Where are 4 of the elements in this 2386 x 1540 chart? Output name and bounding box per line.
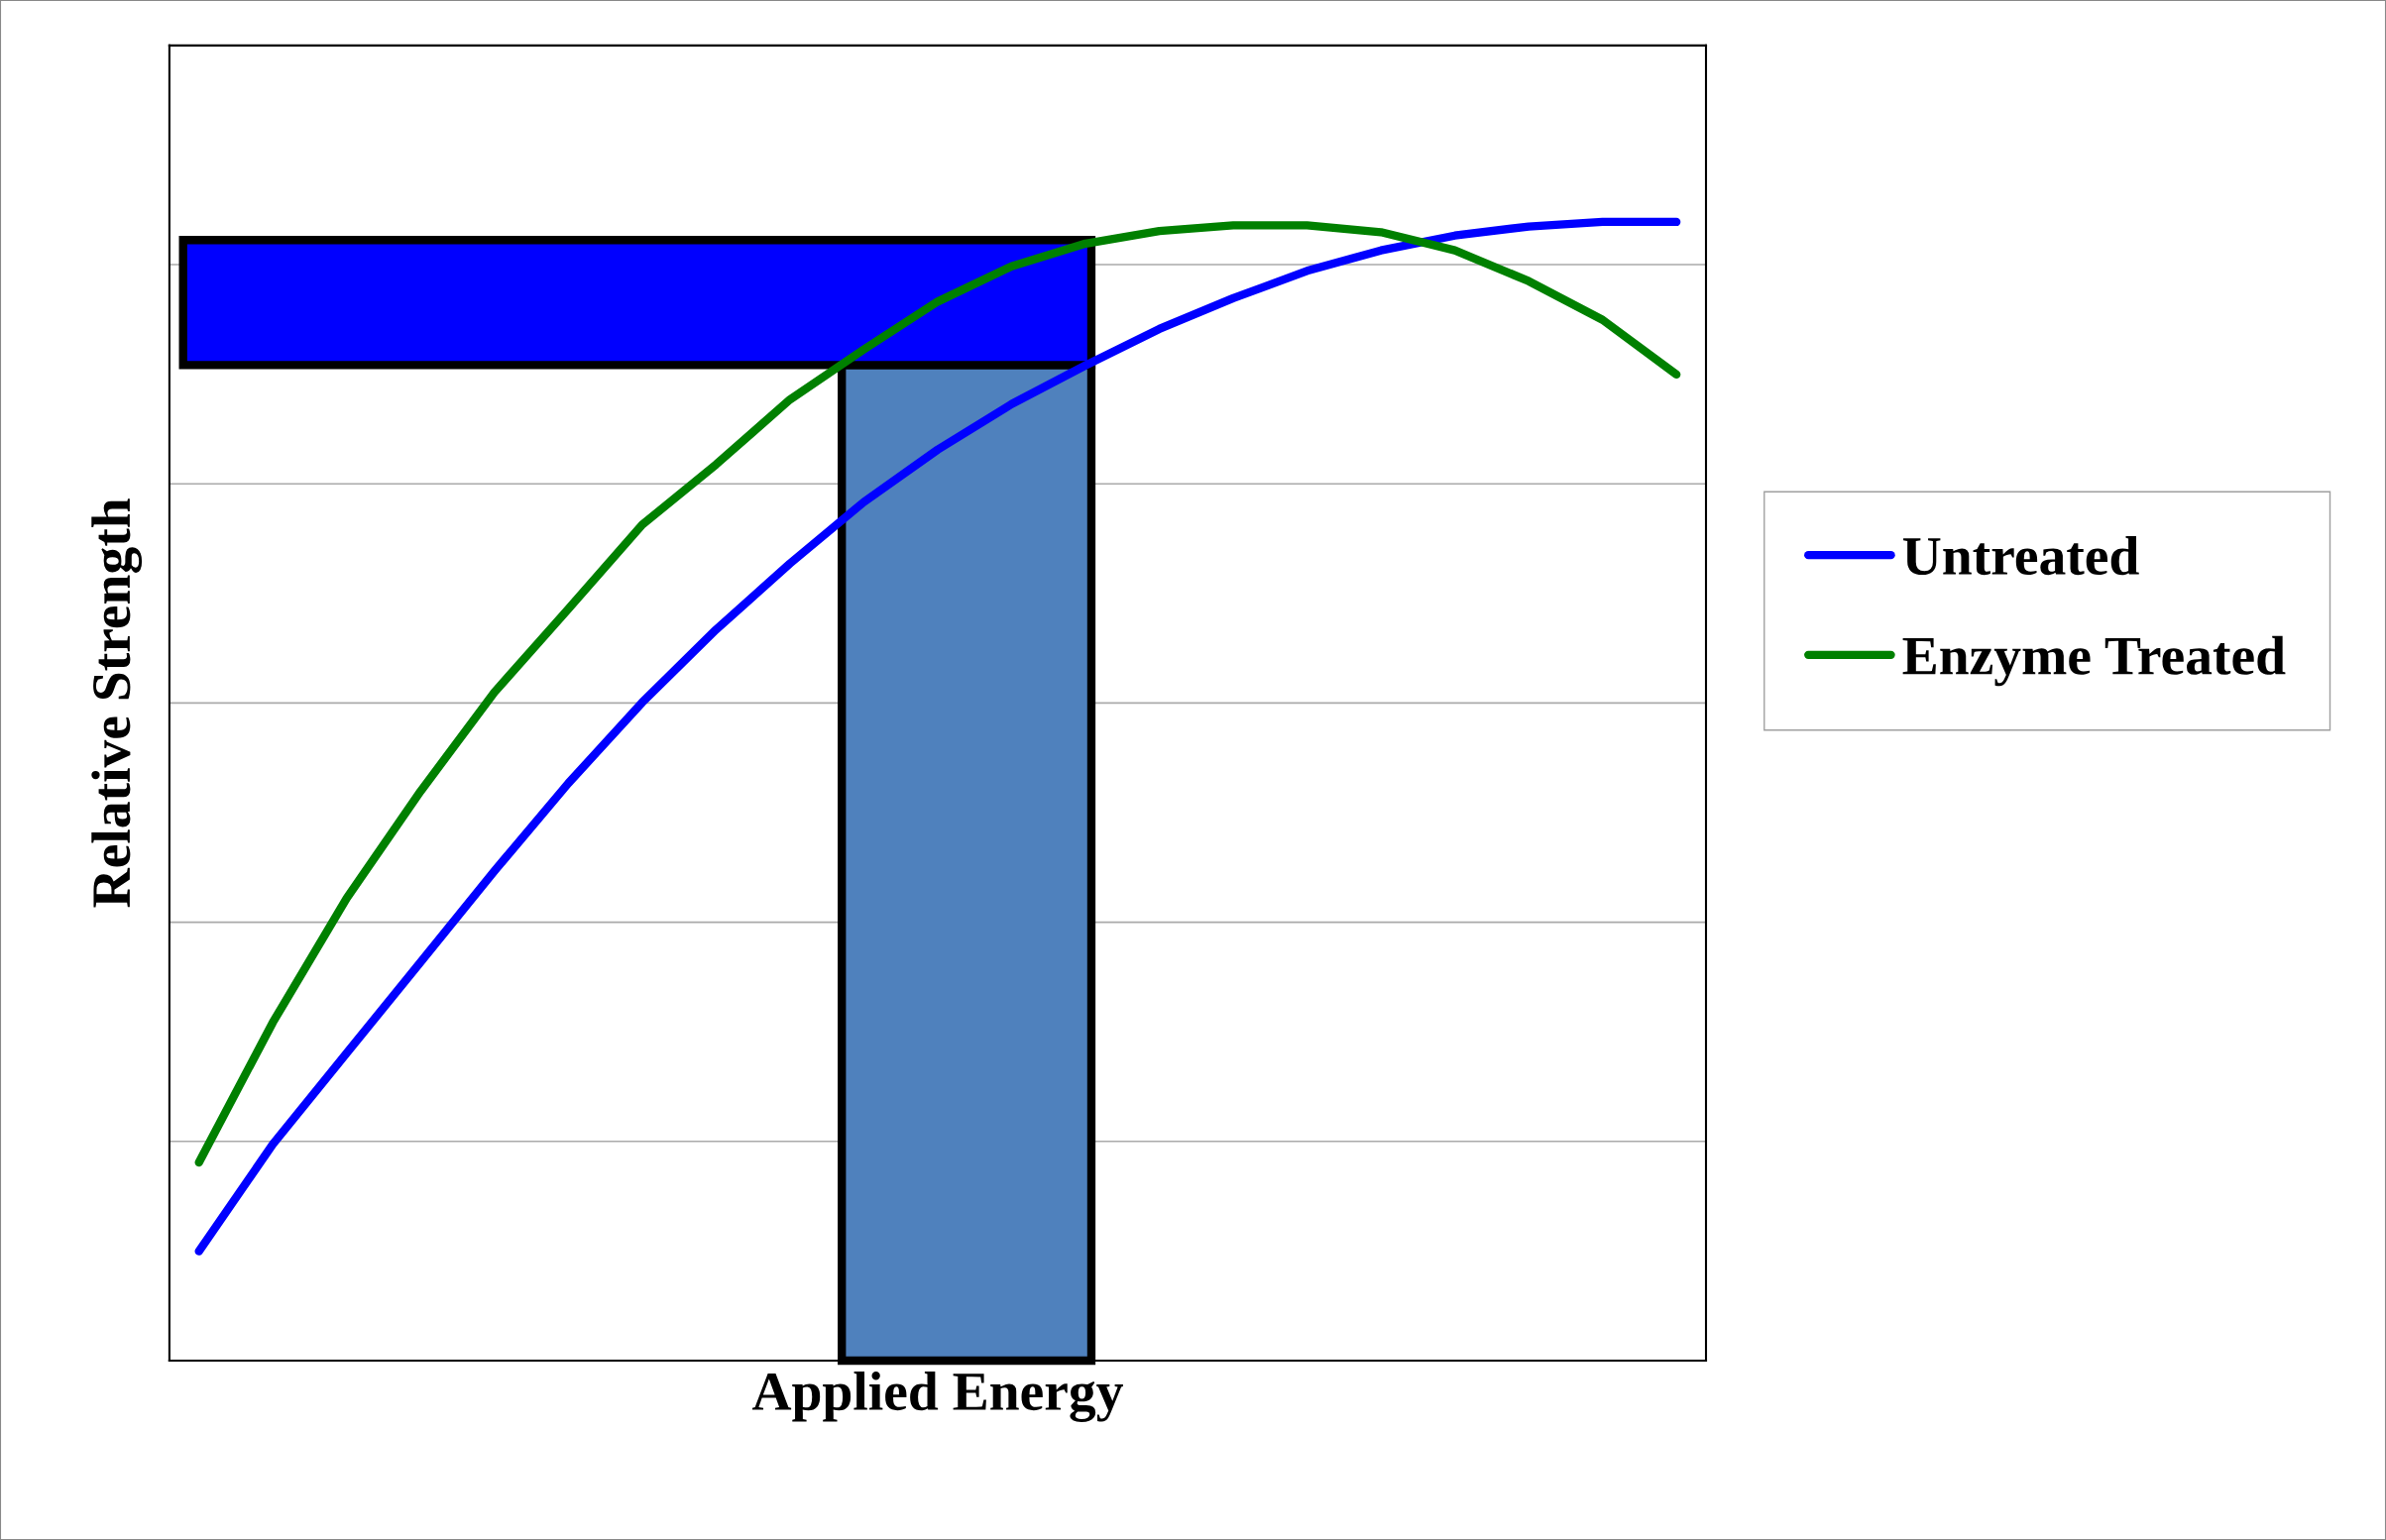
x-axis-title: Applied Energy [751,1372,1123,1422]
y-axis-title: Relative Strength [91,498,143,908]
legend-label: Untreated [1903,536,2139,576]
legend-label: Enzyme Treated [1902,635,2286,687]
